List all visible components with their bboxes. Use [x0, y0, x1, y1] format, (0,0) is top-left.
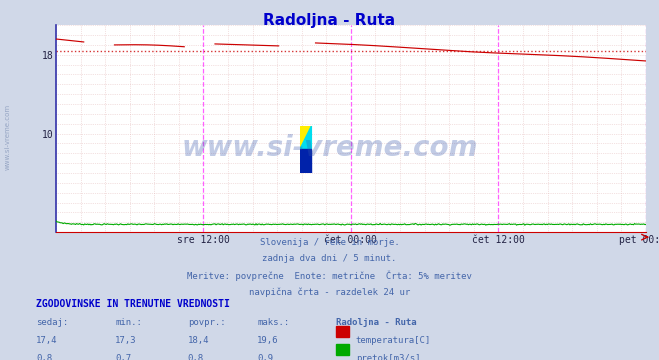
Text: temperatura[C]: temperatura[C] [356, 336, 431, 345]
Text: 17,4: 17,4 [36, 336, 58, 345]
Text: zadnja dva dni / 5 minut.: zadnja dva dni / 5 minut. [262, 254, 397, 263]
Text: 18,4: 18,4 [188, 336, 210, 345]
Text: 19,6: 19,6 [257, 336, 279, 345]
Text: www.si-vreme.com: www.si-vreme.com [5, 104, 11, 170]
Text: 0,9: 0,9 [257, 354, 273, 360]
Text: 0,8: 0,8 [188, 354, 204, 360]
Text: ZGODOVINSKE IN TRENUTNE VREDNOSTI: ZGODOVINSKE IN TRENUTNE VREDNOSTI [36, 299, 230, 309]
Text: Radoljna - Ruta: Radoljna - Ruta [264, 13, 395, 28]
Text: pretok[m3/s]: pretok[m3/s] [356, 354, 420, 360]
Polygon shape [300, 126, 312, 149]
Text: Meritve: povprečne  Enote: metrične  Črta: 5% meritev: Meritve: povprečne Enote: metrične Črta:… [187, 271, 472, 281]
Text: maks.:: maks.: [257, 318, 289, 327]
Polygon shape [300, 149, 312, 173]
Text: 0,7: 0,7 [115, 354, 131, 360]
Polygon shape [300, 126, 312, 149]
Text: sedaj:: sedaj: [36, 318, 69, 327]
Text: min.:: min.: [115, 318, 142, 327]
Text: www.si-vreme.com: www.si-vreme.com [181, 134, 478, 162]
Text: 17,3: 17,3 [115, 336, 137, 345]
Text: navpična črta - razdelek 24 ur: navpična črta - razdelek 24 ur [249, 287, 410, 297]
Text: povpr.:: povpr.: [188, 318, 225, 327]
Text: 0,8: 0,8 [36, 354, 52, 360]
Text: Slovenija / reke in morje.: Slovenija / reke in morje. [260, 238, 399, 247]
Text: Radoljna - Ruta: Radoljna - Ruta [336, 318, 416, 327]
